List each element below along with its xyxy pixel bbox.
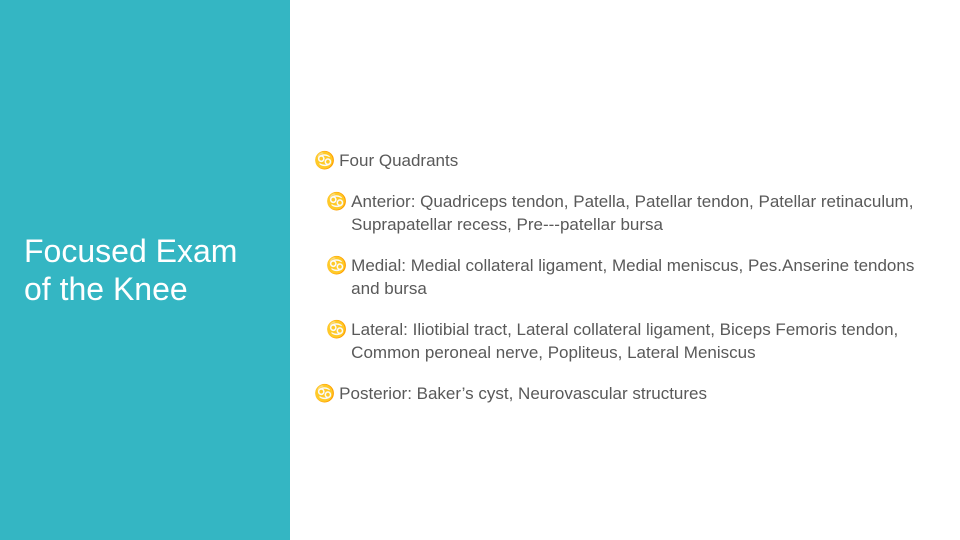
bullet-icon: ♋ bbox=[326, 255, 347, 278]
title-panel: Focused Exam of the Knee bbox=[0, 0, 290, 540]
bullet-item: ♋ Anterior: Quadriceps tendon, Patella, … bbox=[314, 191, 920, 237]
bullet-icon: ♋ bbox=[326, 191, 347, 214]
bullet-item: ♋ Four Quadrants bbox=[314, 150, 920, 173]
bullet-item: ♋ Lateral: Iliotibial tract, Lateral col… bbox=[314, 319, 920, 365]
bullet-text: Posterior: Baker’s cyst, Neurovascular s… bbox=[339, 383, 920, 406]
bullet-text: Four Quadrants bbox=[339, 150, 920, 173]
slide-title: Focused Exam of the Knee bbox=[24, 232, 266, 309]
bullet-text: Medial: Medial collateral ligament, Medi… bbox=[351, 255, 920, 301]
bullet-icon: ♋ bbox=[314, 383, 335, 406]
slide: Focused Exam of the Knee ♋ Four Quadrant… bbox=[0, 0, 960, 540]
bullet-item: ♋ Medial: Medial collateral ligament, Me… bbox=[314, 255, 920, 301]
bullet-icon: ♋ bbox=[314, 150, 335, 173]
bullet-item: ♋ Posterior: Baker’s cyst, Neurovascular… bbox=[314, 383, 920, 406]
content-panel: ♋ Four Quadrants ♋ Anterior: Quadriceps … bbox=[290, 0, 960, 540]
bullet-text: Anterior: Quadriceps tendon, Patella, Pa… bbox=[351, 191, 920, 237]
bullet-icon: ♋ bbox=[326, 319, 347, 342]
bullet-text: Lateral: Iliotibial tract, Lateral colla… bbox=[351, 319, 920, 365]
